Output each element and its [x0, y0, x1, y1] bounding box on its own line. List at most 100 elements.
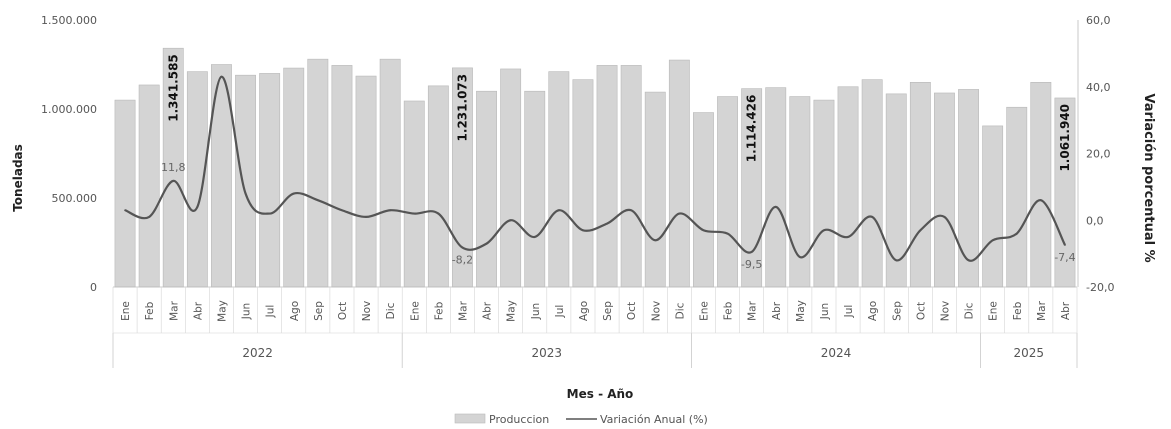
bars-group	[114, 47, 1076, 288]
bar	[668, 59, 690, 288]
category-label: Ene	[698, 301, 710, 321]
variation-point	[461, 246, 464, 249]
variation-point	[316, 199, 319, 202]
category-label: Mar	[168, 300, 180, 320]
bar	[934, 92, 955, 288]
bar	[427, 85, 449, 288]
bar	[379, 58, 401, 288]
bar	[500, 68, 522, 288]
y-axis-title: Toneladas	[11, 144, 25, 212]
variation-point	[485, 242, 488, 245]
bar	[572, 79, 594, 288]
y2-tick-label: 40,0	[1086, 81, 1111, 94]
variation-point	[630, 209, 633, 212]
legend-bar-label: Produccion	[489, 413, 549, 426]
category-label: Abr	[1060, 301, 1072, 320]
axes-group: 0 500.000 1.000.000 1.500.000 -20,0 0,0 20,0 40…	[41, 14, 1114, 368]
category-label: Ago	[578, 301, 590, 321]
category-label: Abr	[192, 301, 204, 320]
variation-point	[582, 229, 584, 232]
variation-point	[871, 216, 874, 218]
variation-point	[196, 206, 199, 208]
bar	[355, 75, 377, 288]
category-label: Nov	[939, 301, 951, 322]
y2-tick-label: -20,0	[1086, 281, 1114, 294]
category-label: Jun	[819, 303, 831, 320]
bar	[982, 125, 1004, 288]
line-value-label: 11,8	[161, 161, 186, 174]
variation-point	[750, 251, 753, 253]
variation-point	[1064, 244, 1066, 246]
variation-point	[220, 75, 223, 78]
category-label: Ene	[988, 301, 1000, 321]
bar	[259, 73, 281, 288]
variation-point	[244, 192, 247, 195]
line-group	[124, 75, 1066, 262]
category-label: Oct	[915, 302, 927, 320]
category-label: Jul	[265, 305, 277, 319]
year-label: 2023	[532, 346, 563, 360]
bar	[909, 82, 931, 288]
variation-point	[172, 179, 175, 182]
category-label: Jun	[241, 303, 253, 320]
bar	[644, 91, 666, 288]
variation-point	[413, 212, 416, 215]
category-label: Abr	[771, 301, 783, 320]
variation-point	[148, 216, 151, 218]
category-label: Ago	[289, 301, 301, 321]
bar	[138, 84, 160, 288]
variation-point	[823, 229, 825, 232]
bar	[114, 99, 136, 288]
bar-value-label: 1.061.940	[1058, 104, 1072, 172]
line-value-label: -8,2	[452, 254, 473, 267]
category-label: Sep	[313, 301, 325, 321]
bar	[1030, 82, 1052, 288]
category-label: Feb	[144, 301, 156, 320]
variation-point	[509, 219, 512, 222]
category-label: Sep	[602, 301, 614, 321]
category-label: Ene	[409, 301, 421, 321]
bar	[1006, 106, 1028, 288]
variation-point	[943, 216, 946, 218]
variation-point	[437, 212, 440, 215]
variation-point	[654, 239, 657, 242]
variation-point	[606, 222, 608, 225]
y-tick-label: 500.000	[52, 192, 98, 205]
y2-tick-label: 0,0	[1086, 214, 1104, 227]
category-label: Dic	[385, 302, 397, 319]
bar	[186, 71, 208, 288]
y-tick-label: 0	[90, 281, 97, 294]
category-label: Feb	[1012, 301, 1024, 320]
bar	[235, 74, 256, 288]
category-label: Dic	[964, 302, 976, 319]
variation-point	[919, 229, 922, 232]
category-label: Sep	[891, 301, 903, 321]
y-tick-label: 1.000.000	[41, 103, 97, 116]
bar-value-label: 1.341.585	[166, 54, 180, 122]
y2-tick-label: 60,0	[1086, 14, 1111, 27]
y-tick-label: 1.500.000	[41, 14, 97, 27]
category-label: Jul	[554, 305, 566, 319]
variation-point	[702, 229, 705, 232]
bar	[813, 99, 835, 288]
category-label: Oct	[337, 302, 349, 320]
variation-point	[967, 259, 970, 262]
variation-point	[726, 232, 729, 235]
bar	[861, 79, 883, 288]
category-label: Feb	[723, 301, 735, 320]
category-label: May	[795, 300, 807, 322]
x-axis-title: Mes - Año	[567, 387, 634, 401]
category-label: Ago	[867, 301, 879, 321]
year-label: 2025	[1014, 346, 1045, 360]
category-label: Mar	[747, 300, 759, 320]
category-label: Feb	[433, 301, 445, 320]
bar	[548, 71, 570, 288]
variation-point	[365, 216, 367, 218]
bar-value-label: 1.114.426	[745, 95, 759, 163]
bar	[596, 65, 618, 288]
bar	[837, 86, 859, 288]
bar	[885, 93, 907, 288]
bar	[717, 96, 738, 288]
bar	[331, 65, 353, 288]
